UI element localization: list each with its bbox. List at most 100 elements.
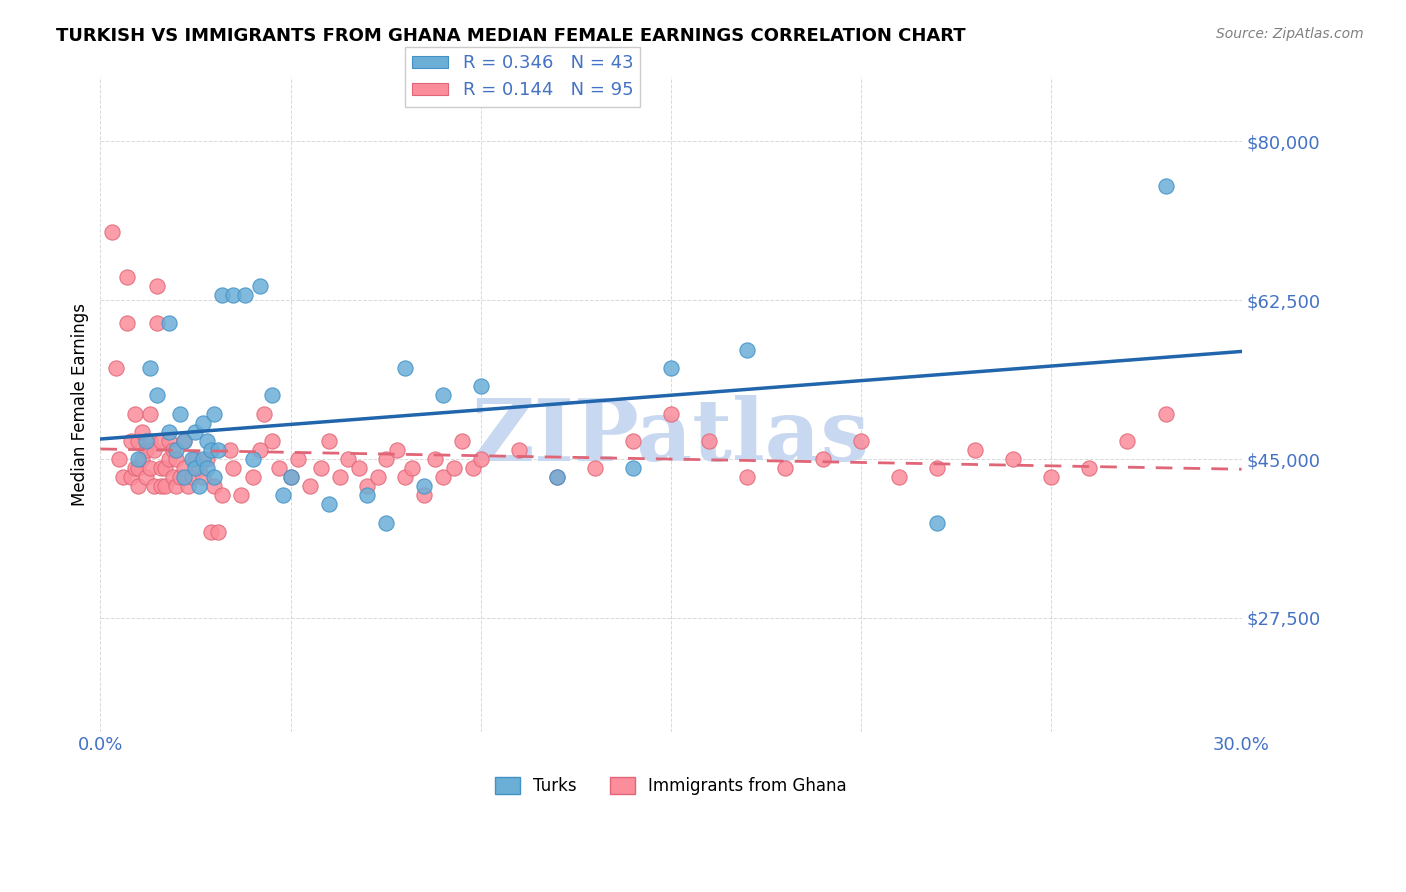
Immigrants from Ghana [470,452,492,467]
Immigrants from Ghana [889,470,911,484]
Immigrants from Ghana [336,452,359,467]
Turks [157,425,180,439]
Turks [470,379,492,393]
Turks [207,442,229,457]
Immigrants from Ghana [207,524,229,539]
Immigrants from Ghana [508,442,530,457]
Immigrants from Ghana [115,270,138,285]
Turks [204,407,226,421]
Turks [169,407,191,421]
Immigrants from Ghana [374,452,396,467]
Immigrants from Ghana [108,452,131,467]
Turks [204,470,226,484]
Immigrants from Ghana [146,316,169,330]
Text: TURKISH VS IMMIGRANTS FROM GHANA MEDIAN FEMALE EARNINGS CORRELATION CHART: TURKISH VS IMMIGRANTS FROM GHANA MEDIAN … [56,27,966,45]
Immigrants from Ghana [115,316,138,330]
Turks [195,461,218,475]
Immigrants from Ghana [153,461,176,475]
Turks [621,461,644,475]
Immigrants from Ghana [621,434,644,448]
Immigrants from Ghana [385,442,408,457]
Turks [222,288,245,302]
Immigrants from Ghana [191,470,214,484]
Immigrants from Ghana [280,470,302,484]
Immigrants from Ghana [773,461,796,475]
Immigrants from Ghana [1002,452,1025,467]
Immigrants from Ghana [162,470,184,484]
Turks [184,425,207,439]
Immigrants from Ghana [927,461,949,475]
Immigrants from Ghana [432,470,454,484]
Immigrants from Ghana [127,479,149,493]
Immigrants from Ghana [463,461,485,475]
Turks [233,288,256,302]
Immigrants from Ghana [142,442,165,457]
Turks [173,470,195,484]
Immigrants from Ghana [318,434,340,448]
Immigrants from Ghana [139,434,162,448]
Immigrants from Ghana [401,461,423,475]
Turks [432,388,454,402]
Immigrants from Ghana [697,434,720,448]
Immigrants from Ghana [811,452,834,467]
Immigrants from Ghana [1116,434,1139,448]
Immigrants from Ghana [735,470,758,484]
Immigrants from Ghana [412,488,434,502]
Immigrants from Ghana [124,407,146,421]
Immigrants from Ghana [347,461,370,475]
Turks [735,343,758,357]
Immigrants from Ghana [124,461,146,475]
Turks [356,488,378,502]
Turks [242,452,264,467]
Immigrants from Ghana [120,470,142,484]
Immigrants from Ghana [309,461,332,475]
Immigrants from Ghana [127,461,149,475]
Turks [280,470,302,484]
Text: Source: ZipAtlas.com: Source: ZipAtlas.com [1216,27,1364,41]
Immigrants from Ghana [249,442,271,457]
Turks [546,470,568,484]
Immigrants from Ghana [423,452,446,467]
Immigrants from Ghana [218,442,240,457]
Immigrants from Ghana [242,470,264,484]
Turks [1154,179,1177,194]
Turks [271,488,294,502]
Legend: Turks, Immigrants from Ghana: Turks, Immigrants from Ghana [488,770,853,802]
Turks [188,479,211,493]
Immigrants from Ghana [131,452,153,467]
Immigrants from Ghana [127,434,149,448]
Turks [200,442,222,457]
Immigrants from Ghana [165,452,187,467]
Immigrants from Ghana [287,452,309,467]
Turks [927,516,949,530]
Turks [659,361,682,376]
Immigrants from Ghana [269,461,291,475]
Turks [180,452,202,467]
Immigrants from Ghana [165,479,187,493]
Immigrants from Ghana [142,479,165,493]
Turks [318,498,340,512]
Turks [184,461,207,475]
Immigrants from Ghana [200,524,222,539]
Turks [127,452,149,467]
Immigrants from Ghana [211,488,233,502]
Immigrants from Ghana [162,442,184,457]
Immigrants from Ghana [298,479,321,493]
Immigrants from Ghana [367,470,389,484]
Immigrants from Ghana [135,470,157,484]
Immigrants from Ghana [1040,470,1063,484]
Turks [191,452,214,467]
Turks [374,516,396,530]
Turks [146,388,169,402]
Immigrants from Ghana [229,488,252,502]
Immigrants from Ghana [139,407,162,421]
Immigrants from Ghana [169,470,191,484]
Immigrants from Ghana [157,452,180,467]
Immigrants from Ghana [180,470,202,484]
Immigrants from Ghana [851,434,873,448]
Immigrants from Ghana [177,479,200,493]
Immigrants from Ghana [150,434,173,448]
Immigrants from Ghana [450,434,472,448]
Immigrants from Ghana [150,479,173,493]
Immigrants from Ghana [104,361,127,376]
